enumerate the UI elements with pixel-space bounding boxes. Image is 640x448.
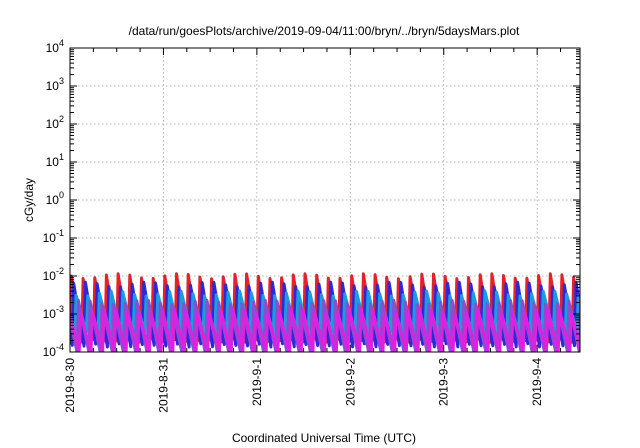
y-tick-label: 101: [46, 152, 64, 169]
y-tick-label: 10-4: [43, 342, 64, 359]
y-tick-exponent: -3: [56, 304, 64, 314]
chart-title: /data/run/goesPlots/archive/2019-09-04/1…: [129, 24, 520, 38]
y-tick-exponent: 0: [59, 190, 64, 200]
series-line-5: [70, 307, 580, 352]
y-tick-exponent: 1: [59, 152, 64, 162]
x-tick-label: 2019-9-1: [250, 358, 264, 406]
y-tick-exponent: 2: [59, 114, 64, 124]
y-tick-base: 10: [43, 307, 57, 321]
x-tick-label: 2019-9-3: [437, 358, 451, 406]
y-tick-exponent: 4: [59, 38, 64, 48]
x-tick-label: 2019-9-4: [530, 358, 544, 406]
y-tick-base: 10: [46, 193, 60, 207]
y-axis-label: cGy/day: [22, 178, 36, 222]
tick-layer: [69, 47, 580, 353]
series-layer: [70, 272, 580, 352]
x-tick-label: 2019-8-30: [63, 358, 77, 413]
y-tick-exponent: -1: [56, 228, 64, 238]
y-tick-base: 10: [46, 155, 60, 169]
y-tick-base: 10: [43, 269, 57, 283]
y-tick-label: 10-1: [43, 228, 64, 245]
y-tick-base: 10: [46, 117, 60, 131]
x-tick-label: 2019-8-31: [156, 358, 170, 413]
y-tick-exponent: -2: [56, 266, 64, 276]
x-axis-label: Coordinated Universal Time (UTC): [232, 431, 416, 445]
y-tick-label: 104: [46, 38, 64, 55]
x-tick-labels: 2019-8-30 2019-8-31 2019-9-1 2019-9-2 2019-9…: [63, 358, 544, 413]
y-tick-label: 103: [46, 76, 64, 93]
y-tick-label: 10-2: [43, 266, 64, 283]
y-tick-base: 10: [46, 41, 60, 55]
y-tick-label: 102: [46, 114, 64, 131]
y-tick-label: 100: [46, 190, 64, 207]
y-tick-base: 10: [43, 231, 57, 245]
x-tick-label: 2019-9-2: [343, 358, 357, 406]
y-tick-exponent: 3: [59, 76, 64, 86]
y-tick-exponent: -4: [56, 342, 64, 352]
y-tick-label: 10-3: [43, 304, 64, 321]
y-tick-base: 10: [46, 79, 60, 93]
y-tick-base: 10: [43, 345, 57, 359]
